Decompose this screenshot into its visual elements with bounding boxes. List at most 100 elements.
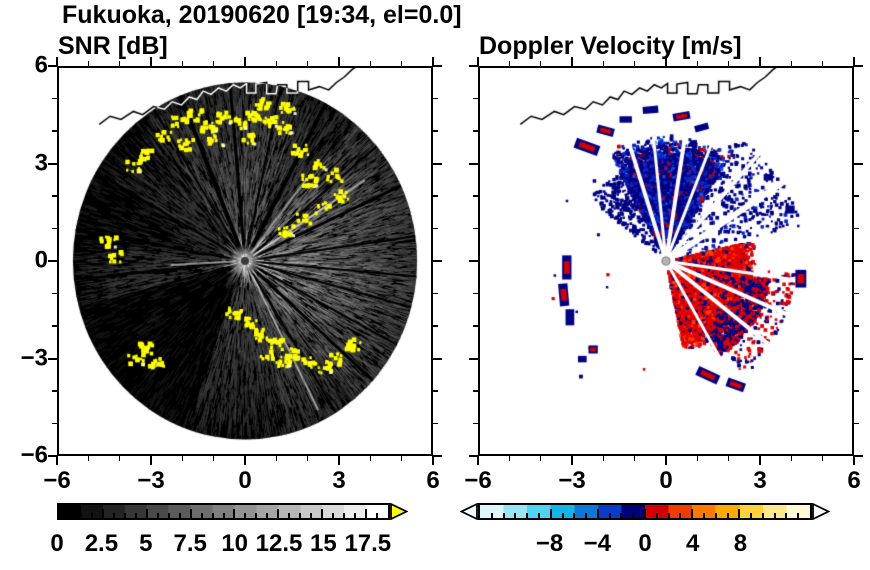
- colorbar-tick: [596, 509, 599, 518]
- x-axis-tick: [212, 456, 215, 461]
- x-axis-tick: [306, 456, 309, 461]
- y-axis-tick: [52, 292, 57, 295]
- colorbar-label: 8: [733, 530, 748, 557]
- y-axis-tick: [854, 390, 859, 392]
- y-axis-tick: [52, 422, 57, 425]
- x-axis-tick: [118, 61, 121, 66]
- colorbar-tick: [321, 509, 324, 518]
- x-tick-label: 3: [753, 467, 767, 494]
- x-axis-tick: [369, 456, 372, 461]
- colorbar-label: 10: [221, 530, 248, 557]
- colorbar-tick: [376, 513, 379, 518]
- x-axis-tick: [853, 57, 855, 66]
- colorbar-tick: [667, 513, 670, 518]
- y-axis-tick: [854, 97, 859, 100]
- colorbar-tick: [773, 513, 776, 518]
- colorbar-gradient: [57, 503, 390, 520]
- colorbar-tick: [620, 513, 623, 518]
- x-axis-tick: [633, 456, 636, 461]
- colorbar-tick: [750, 513, 753, 518]
- colorbar-tick: [277, 509, 280, 518]
- y-axis-tick: [433, 455, 442, 457]
- x-axis-tick: [696, 456, 699, 461]
- y-axis-tick: [473, 97, 478, 100]
- x-axis-tick: [539, 61, 542, 66]
- colorbar-tick: [156, 513, 159, 518]
- y-axis-tick: [854, 162, 863, 165]
- y-axis-tick: [854, 357, 863, 360]
- x-tick-label: 0: [238, 467, 252, 494]
- x-axis-tick: [212, 61, 215, 66]
- colorbar-tick: [526, 513, 529, 518]
- x-axis-tick: [477, 456, 479, 465]
- y-axis-tick: [854, 130, 859, 132]
- colorbar-label: 15: [310, 530, 337, 557]
- colorbar-tick: [299, 513, 302, 518]
- colorbar-tick: [244, 513, 247, 518]
- x-axis-tick: [181, 61, 184, 66]
- colorbar-tick: [573, 513, 576, 518]
- y-axis-tick: [52, 390, 57, 392]
- y-axis-tick: [433, 65, 442, 67]
- x-tick-label: −3: [137, 467, 165, 494]
- y-axis-tick: [854, 65, 863, 67]
- x-axis-tick: [633, 61, 636, 66]
- colorbar-label: 4: [686, 530, 700, 557]
- colorbar-label: −8: [535, 530, 564, 557]
- colorbar-tick: [178, 513, 181, 518]
- colorbar-label: 12.5: [255, 530, 303, 557]
- colorbar-tick: [79, 513, 82, 518]
- colorbar-tick: [691, 509, 694, 518]
- x-axis-tick: [602, 456, 605, 461]
- x-axis-tick: [853, 456, 855, 465]
- x-axis-tick: [821, 456, 824, 461]
- y-axis-tick: [48, 455, 57, 457]
- x-axis-tick: [338, 456, 340, 465]
- colorbar-tick: [112, 513, 115, 518]
- colorbar-tick: [90, 513, 93, 518]
- colorbar-tick: [200, 513, 203, 518]
- y-axis-tick: [854, 195, 859, 197]
- x-axis-tick: [432, 57, 434, 66]
- y-axis-tick: [433, 130, 438, 132]
- y-axis-tick: [473, 130, 478, 132]
- y-axis-tick: [473, 292, 478, 295]
- x-axis-tick: [477, 57, 479, 66]
- x-axis-tick: [571, 57, 573, 66]
- y-axis-tick: [469, 455, 478, 457]
- colorbar-tick: [797, 513, 800, 518]
- snr-panel-title: SNR [dB]: [58, 32, 168, 60]
- colorbar-label: −4: [583, 530, 611, 557]
- x-axis-tick: [539, 456, 542, 461]
- y-axis-tick: [433, 97, 438, 100]
- x-axis-tick: [400, 61, 403, 66]
- x-axis-tick: [759, 456, 761, 465]
- colorbar-label: 7.5: [173, 530, 207, 557]
- x-axis-tick: [790, 61, 793, 66]
- colorbar-tick: [761, 513, 764, 518]
- y-axis-tick: [433, 390, 438, 392]
- colorbar-over-arrow: [812, 503, 830, 520]
- x-axis-tick: [118, 456, 121, 461]
- y-axis-tick: [433, 195, 438, 197]
- colorbar-tick: [549, 509, 552, 518]
- colorbar-tick: [310, 513, 313, 518]
- y-axis-tick: [854, 422, 859, 425]
- colorbar-tick: [585, 513, 588, 518]
- colorbar-gradient: [478, 503, 812, 520]
- colorbar-tick: [266, 513, 269, 518]
- colorbar-tick: [514, 513, 517, 518]
- velocity-panel-title: Doppler Velocity [m/s]: [479, 32, 742, 60]
- x-axis-tick: [602, 61, 605, 66]
- colorbar-tick: [365, 509, 368, 518]
- colorbar-tick: [502, 513, 505, 518]
- colorbar-label: 0: [50, 530, 64, 557]
- colorbar-tick: [222, 513, 225, 518]
- colorbar-tick: [101, 509, 104, 518]
- x-axis-tick: [181, 456, 184, 461]
- y-axis-tick: [469, 357, 478, 360]
- y-axis-tick: [52, 325, 57, 327]
- colorbar-tick: [332, 513, 335, 518]
- x-tick-label: −6: [464, 467, 492, 494]
- colorbar-tick: [632, 513, 635, 518]
